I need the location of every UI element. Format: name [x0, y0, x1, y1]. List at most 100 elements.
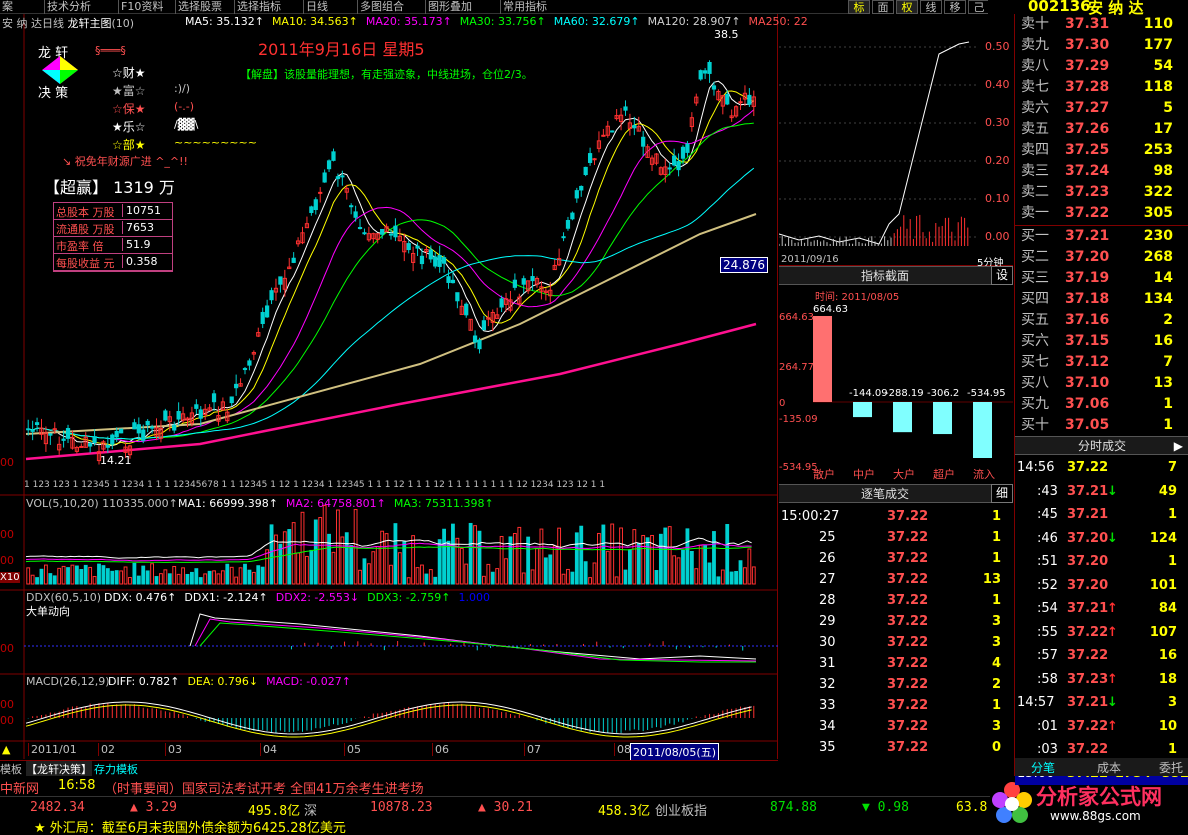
kline-chart-area[interactable]: 安 纳 达日线 龙轩主图(10) MA5: 35.132↑ MA10: 34.56…	[0, 14, 808, 761]
toolbar-item-multi[interactable]: 多图组合	[357, 0, 404, 14]
volume-bar	[247, 569, 252, 585]
tab-longxuan[interactable]: 【龙轩决策】	[26, 761, 92, 777]
toolbar-item-f10[interactable]: F10资料	[118, 0, 163, 14]
indicator-settings-button[interactable]: 设	[991, 266, 1013, 285]
toolbar-btn-face[interactable]: 面	[872, 0, 894, 14]
volume-bar	[570, 571, 575, 585]
volume-bar	[552, 545, 557, 585]
candle-body	[295, 240, 301, 245]
volume-bar	[362, 558, 367, 585]
triangle-up-icon[interactable]: ▲	[2, 743, 11, 756]
volume-bar	[66, 567, 70, 585]
time-sales-row: :58 37.23 ↑ 18	[1015, 668, 1188, 691]
toolbar-item-select-stock[interactable]: 选择股票	[175, 0, 222, 14]
candle-body	[658, 167, 663, 175]
toolbar-btn-mark[interactable]: 标	[848, 0, 870, 14]
volume-bar	[610, 523, 615, 585]
ts-price: 37.21	[1067, 483, 1109, 499]
date-axis-tick: 06	[432, 743, 449, 756]
tick-price: 37.22	[887, 719, 929, 734]
candle-body	[411, 253, 416, 263]
tab-cost[interactable]: 成本	[1097, 761, 1122, 775]
tab-template[interactable]: 模板	[0, 763, 22, 776]
volume-bar	[597, 532, 601, 585]
fundamental-value: 0.358	[122, 255, 172, 268]
order-level-label: 买四	[1021, 291, 1049, 307]
toolbar-btn-move[interactable]: 移	[944, 0, 966, 14]
news-headline[interactable]: （时事要闻）国家司法考试开考 全国41万余考生进考场	[104, 782, 424, 797]
candle-body	[601, 134, 606, 137]
volume-bar	[35, 577, 39, 585]
volume-bar	[207, 570, 212, 585]
triangle-right-icon[interactable]: ▶	[1173, 439, 1183, 453]
volume-bar	[499, 535, 504, 585]
volume-bar	[123, 566, 128, 585]
volume-bar	[579, 525, 584, 585]
fundamental-label: 总股本 万股	[56, 206, 115, 219]
tab-order[interactable]: 委托	[1159, 761, 1184, 775]
ts-time: :57	[1037, 648, 1058, 663]
candle-body	[141, 429, 146, 441]
index-1-value: 2482.34	[30, 800, 85, 815]
fortune-item: ☆保★	[112, 102, 146, 116]
tab-store-template[interactable]: 存力模板	[94, 763, 138, 776]
toolbar-item-daily[interactable]: 日线	[303, 0, 328, 14]
index-3-amount: 63.8	[956, 800, 988, 815]
mini-chart-svg	[779, 41, 979, 246]
candle-body	[189, 412, 195, 424]
toolbar-btn-self[interactable]: 己	[968, 0, 990, 14]
candle-body	[220, 401, 225, 411]
volume-bar	[309, 549, 314, 585]
volume-bar	[305, 555, 309, 585]
indicator-bar	[973, 402, 992, 458]
time-sales-list[interactable]: 14:56 37.22 7:43 37.21 ↓ 49:45 37.21 1:46 37.20 ↓…	[1015, 456, 1188, 785]
tick-detail-button[interactable]: 细	[991, 484, 1013, 503]
fortune-emote: (-.-)	[174, 100, 195, 113]
candle-body	[570, 212, 575, 220]
candle-body	[388, 233, 394, 236]
volume-bar	[296, 552, 301, 585]
toolbar-btn-line[interactable]: 线	[920, 0, 942, 14]
volume-bar	[278, 543, 283, 585]
toolbar-item-tech[interactable]: 技术分析	[44, 0, 91, 14]
fortune-emote: ~~~~~~~~~	[174, 136, 257, 149]
volume-bar	[243, 563, 247, 585]
candle-body	[428, 249, 433, 260]
candle-body	[57, 443, 62, 451]
candle-body	[397, 235, 402, 242]
main-indicator-name[interactable]: 龙轩主图	[67, 17, 112, 30]
toolbar-item-case[interactable]: 案	[2, 0, 13, 13]
tick-row: 28 37.22 1	[779, 590, 1013, 611]
candle-body	[105, 444, 110, 448]
tick-list[interactable]: 15:00:27 37.22 1 25 37.22 1 26 37.22 1 27 37.22 13 2…	[779, 506, 1013, 774]
buy-row: 买六 37.15 16	[1015, 331, 1188, 352]
candle-body	[96, 451, 102, 462]
toolbar-item-overlay[interactable]: 图形叠加	[425, 0, 472, 14]
ddx-sub-label: 大单动向	[26, 605, 70, 618]
candle-body	[48, 433, 53, 436]
macd-legend: DIFF: 0.782↑ DEA: 0.796↓ MACD: -0.027↑	[108, 675, 359, 688]
buy-row: 买二 37.20 268	[1015, 247, 1188, 268]
candle-body	[225, 411, 230, 422]
tab-tick[interactable]: 分笔	[1031, 761, 1056, 775]
logo-bottom-text: 决 策	[38, 86, 69, 101]
buy-row: 买一 37.21 230	[1015, 226, 1188, 247]
volume-bar	[627, 549, 632, 585]
toolbar-item-select-indicator[interactable]: 选择指标	[234, 0, 281, 14]
volume-bar	[605, 550, 610, 585]
time-sales-title[interactable]: 分时成交 ▶	[1015, 436, 1188, 455]
toolbar-btn-right[interactable]: 权	[896, 0, 918, 14]
volume-bar	[132, 562, 137, 585]
order-level-label: 卖四	[1021, 142, 1049, 158]
mini-chart-axis: 0.50 0.40 0.30 0.20 0.10 0.00	[981, 14, 1013, 254]
candle-body	[207, 407, 212, 411]
mini-chart-period[interactable]: 5分钟	[977, 258, 1004, 269]
volume-bar	[251, 571, 256, 585]
toolbar-item-common[interactable]: 常用指标	[500, 0, 547, 14]
news-bar[interactable]: 中新网 16:58 （时事要闻）国家司法考试开考 全国41万余考生进考场	[0, 776, 778, 797]
ticker-bar[interactable]: ★ 外汇局：截至6月末我国外债余额为6425.28亿美元	[0, 816, 990, 835]
volume-bar	[663, 527, 668, 585]
index-2-value: 10878.23	[370, 800, 433, 815]
ticker-text[interactable]: ★ 外汇局：截至6月末我国外债余额为6425.28亿美元	[34, 821, 346, 835]
intraday-mini-chart[interactable]: 0.50 0.40 0.30 0.20 0.10 0.00 2011/09/16 5分钟	[779, 14, 1013, 269]
